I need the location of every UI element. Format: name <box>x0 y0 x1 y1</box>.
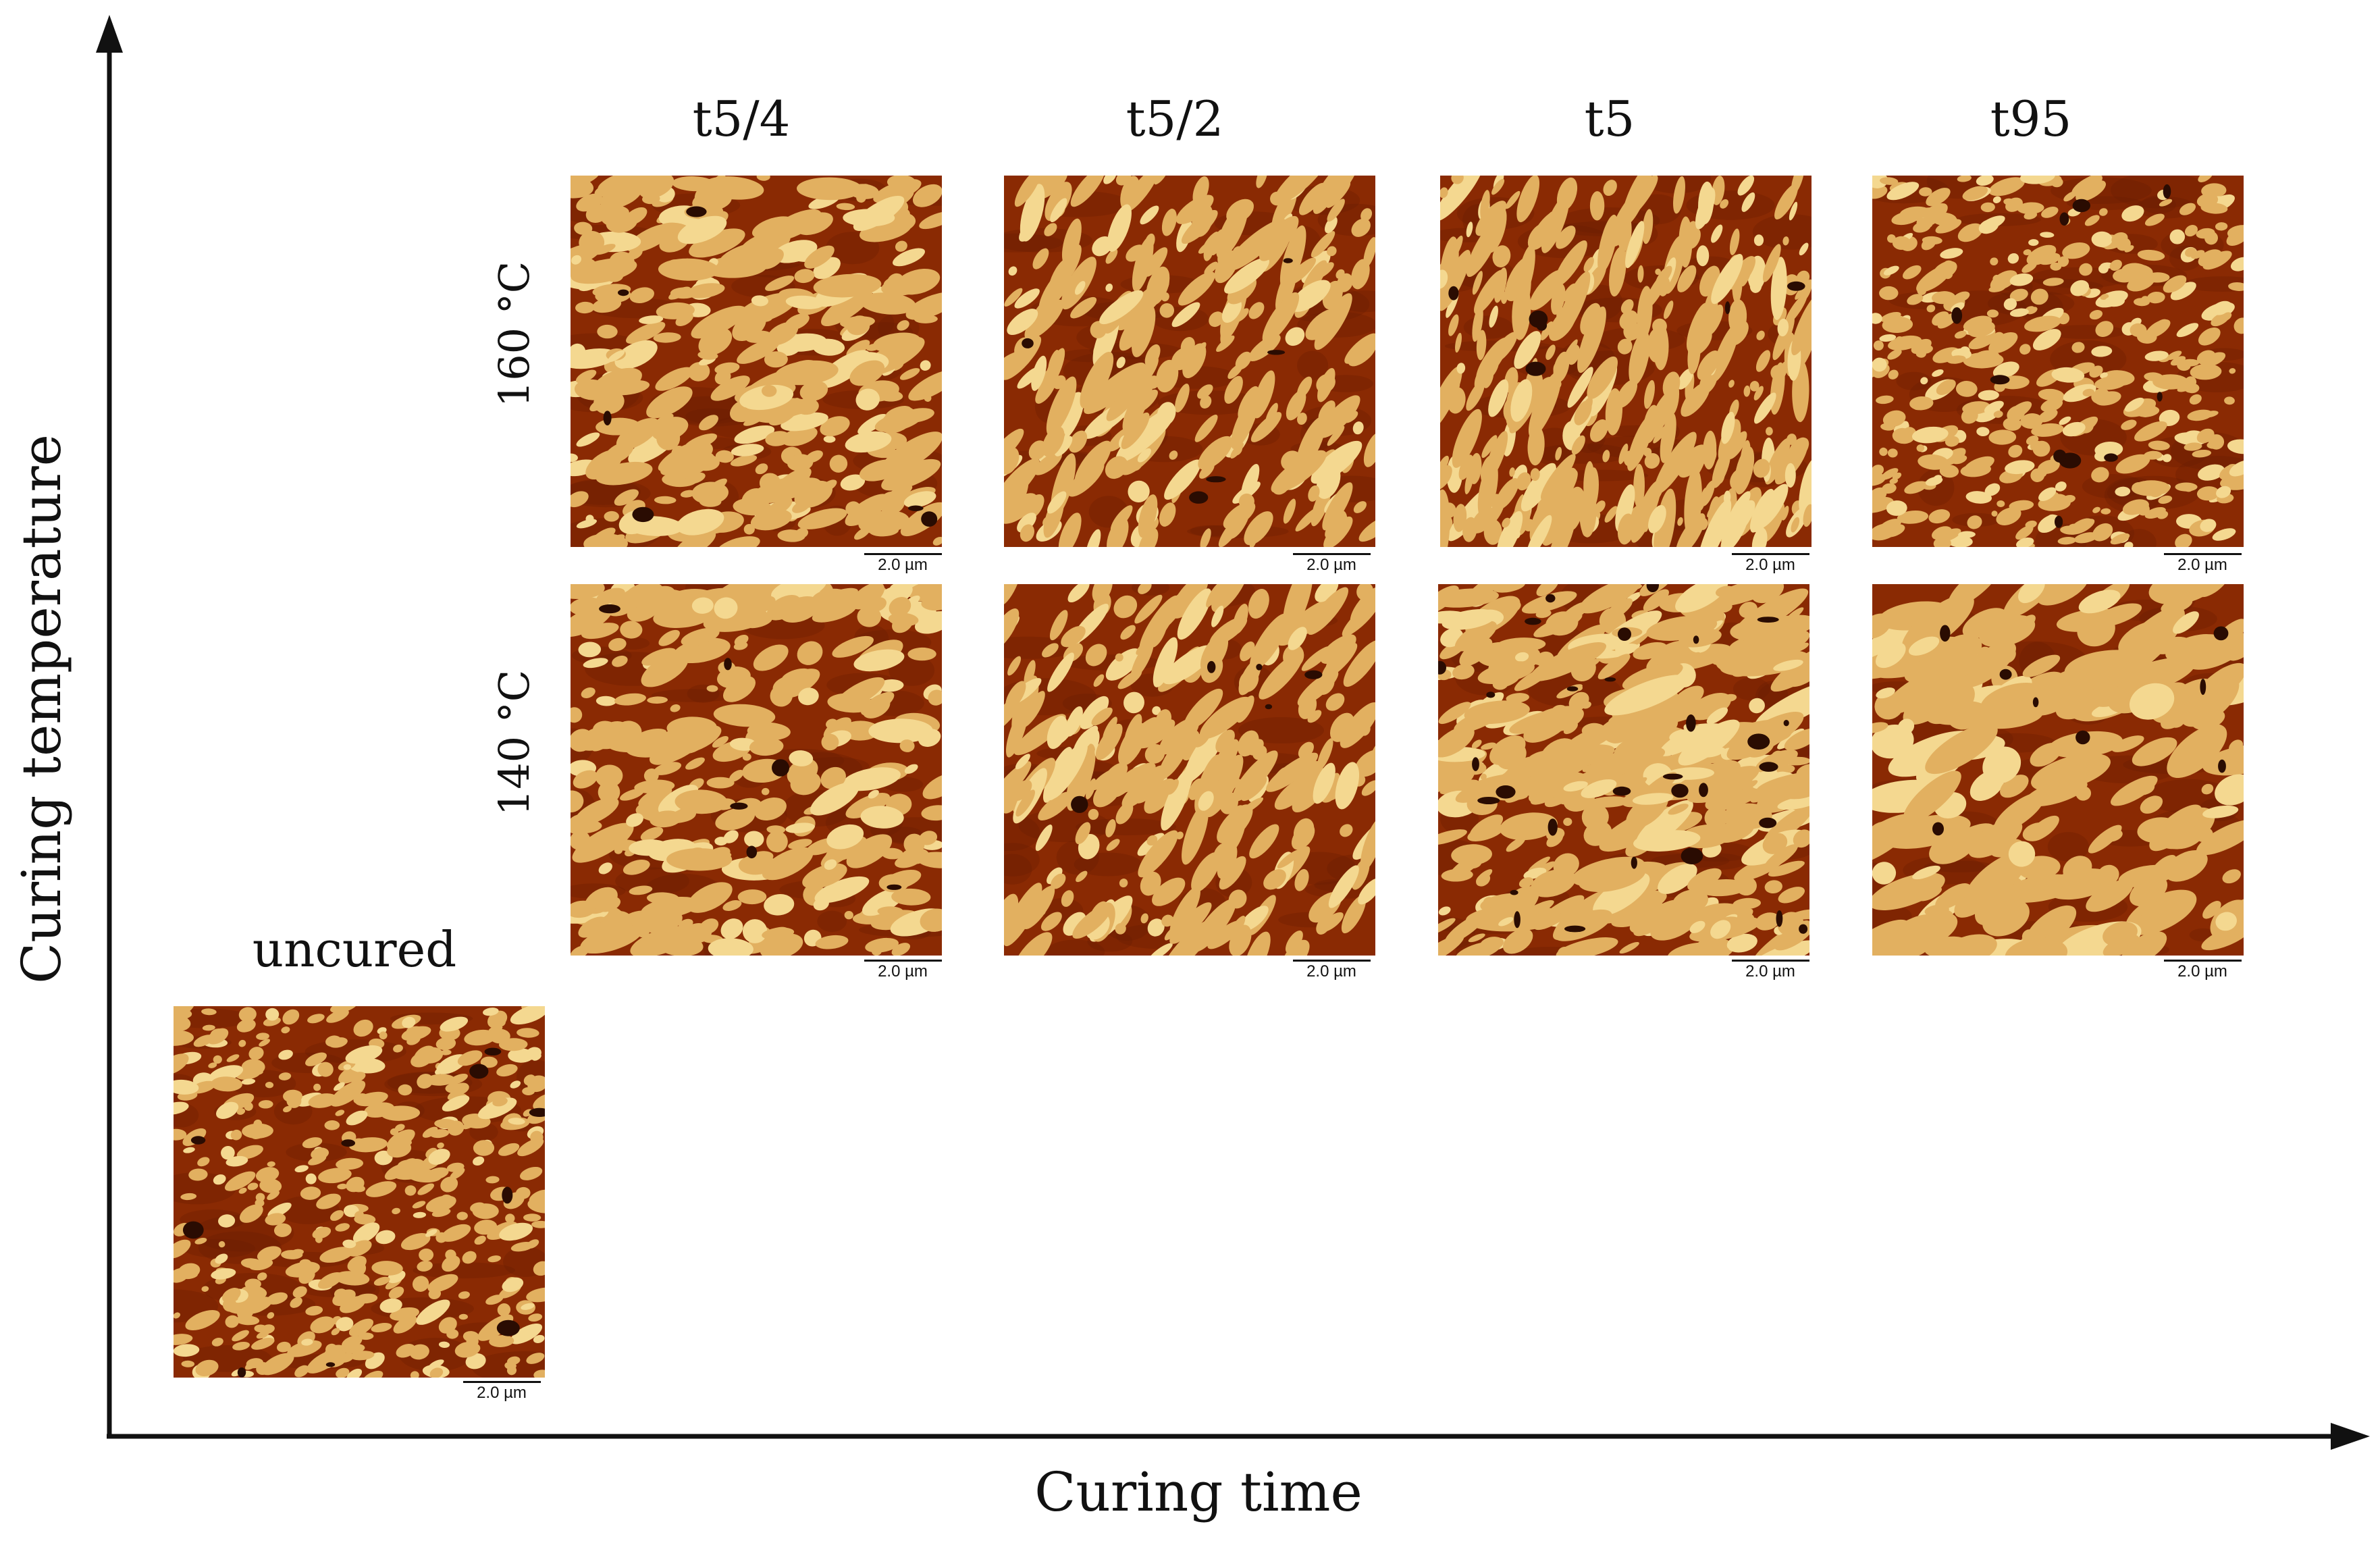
x-axis-arrowhead <box>2331 1423 2370 1450</box>
uncured-label: uncured <box>252 921 457 978</box>
afm-image-160c-t5-2 <box>1004 176 1375 547</box>
afm-image-140c-t5 <box>1438 584 1809 956</box>
scale-bar-label: 2.0 µm <box>878 556 928 574</box>
scale-bar-line <box>864 960 942 962</box>
scale-bar-line <box>1732 960 1809 962</box>
afm-texture <box>1872 584 2244 956</box>
scale-bar-label: 2.0 µm <box>1745 556 1795 574</box>
afm-image-160c-t95 <box>1872 176 2244 547</box>
column-label-t5: t5 <box>1584 90 1635 147</box>
afm-texture <box>571 176 942 547</box>
afm-texture <box>1004 584 1375 956</box>
scale-bar-label: 2.0 µm <box>1306 556 1356 574</box>
scale-bar-label: 2.0 µm <box>1745 962 1795 981</box>
scale-bar-label: 2.0 µm <box>2177 962 2227 981</box>
row-label-160c: 160 °C <box>490 261 539 408</box>
scale-bar-label: 2.0 µm <box>2177 556 2227 574</box>
column-label-t95: t95 <box>1990 90 2072 147</box>
column-label-t5-2: t5/2 <box>1126 90 1224 147</box>
scale-bar-label: 2.0 µm <box>1306 962 1356 981</box>
afm-image-140c-t95 <box>1872 584 2244 956</box>
afm-texture <box>1872 176 2244 547</box>
column-label-t5-4: t5/4 <box>692 90 791 147</box>
afm-texture <box>1004 176 1375 547</box>
scale-bar-line <box>864 553 942 555</box>
afm-image-uncured <box>174 1006 545 1378</box>
afm-image-140c-t5-4 <box>571 584 942 956</box>
afm-texture <box>1438 584 1809 956</box>
scale-bar-line <box>463 1381 541 1383</box>
scale-bar-label: 2.0 µm <box>477 1384 527 1402</box>
afm-image-160c-t5 <box>1440 176 1812 547</box>
x-axis-title: Curing time <box>1034 1461 1363 1523</box>
scale-bar-line <box>2164 553 2242 555</box>
afm-texture <box>571 584 942 956</box>
scale-bar-label: 2.0 µm <box>878 962 928 981</box>
y-axis-title: Curing temperature <box>10 434 73 984</box>
scale-bar-line <box>1293 960 1371 962</box>
scale-bar-line <box>2164 960 2242 962</box>
scale-bar-line <box>1293 553 1371 555</box>
afm-texture <box>1440 176 1812 547</box>
afm-image-140c-t5-2 <box>1004 584 1375 956</box>
afm-image-160c-t5-4 <box>571 176 942 547</box>
y-axis-arrowhead <box>96 15 123 53</box>
scale-bar-line <box>1732 553 1809 555</box>
afm-texture <box>174 1006 545 1378</box>
row-label-140c: 140 °C <box>490 669 539 816</box>
